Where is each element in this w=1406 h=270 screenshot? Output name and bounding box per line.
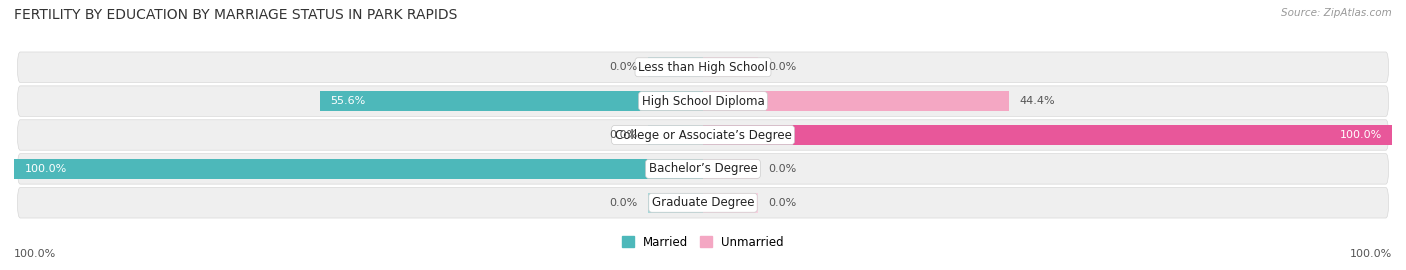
Legend: Married, Unmarried: Married, Unmarried — [617, 231, 789, 254]
FancyBboxPatch shape — [17, 86, 1389, 116]
Text: 55.6%: 55.6% — [330, 96, 366, 106]
Bar — [14, 159, 703, 179]
Text: Bachelor’s Degree: Bachelor’s Degree — [648, 162, 758, 176]
FancyBboxPatch shape — [17, 120, 1389, 150]
Text: 0.0%: 0.0% — [769, 164, 797, 174]
Bar — [648, 193, 703, 212]
Bar — [703, 58, 758, 77]
Text: 100.0%: 100.0% — [14, 249, 56, 259]
Text: 0.0%: 0.0% — [769, 62, 797, 72]
Text: College or Associate’s Degree: College or Associate’s Degree — [614, 129, 792, 141]
Text: 0.0%: 0.0% — [769, 198, 797, 208]
Text: Source: ZipAtlas.com: Source: ZipAtlas.com — [1281, 8, 1392, 18]
FancyBboxPatch shape — [17, 154, 1389, 184]
Bar — [703, 91, 1010, 111]
Text: 0.0%: 0.0% — [609, 62, 637, 72]
Bar — [703, 193, 758, 212]
Text: 100.0%: 100.0% — [1350, 249, 1392, 259]
Text: Graduate Degree: Graduate Degree — [652, 196, 754, 209]
Bar — [648, 58, 703, 77]
FancyBboxPatch shape — [17, 188, 1389, 218]
Text: High School Diploma: High School Diploma — [641, 94, 765, 108]
Text: 100.0%: 100.0% — [24, 164, 66, 174]
Bar — [703, 159, 758, 179]
Bar — [703, 125, 1392, 145]
Text: 100.0%: 100.0% — [1340, 130, 1382, 140]
Text: FERTILITY BY EDUCATION BY MARRIAGE STATUS IN PARK RAPIDS: FERTILITY BY EDUCATION BY MARRIAGE STATU… — [14, 8, 457, 22]
Bar — [321, 91, 703, 111]
Text: 0.0%: 0.0% — [609, 198, 637, 208]
Text: Less than High School: Less than High School — [638, 61, 768, 74]
Bar — [648, 125, 703, 145]
FancyBboxPatch shape — [17, 52, 1389, 82]
Text: 44.4%: 44.4% — [1019, 96, 1054, 106]
Text: 0.0%: 0.0% — [609, 130, 637, 140]
